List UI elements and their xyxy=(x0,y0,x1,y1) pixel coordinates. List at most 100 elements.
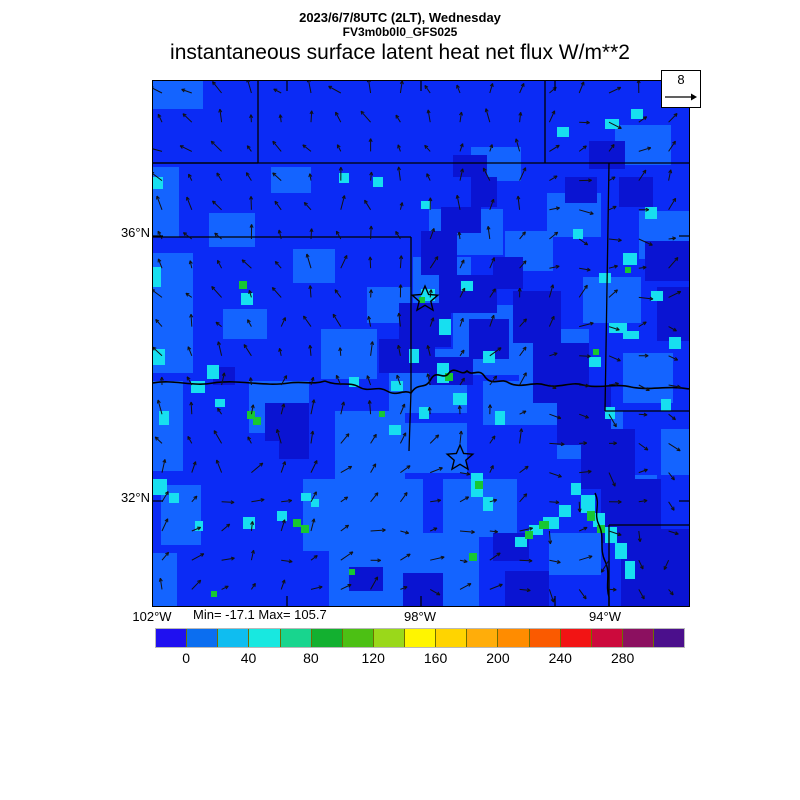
wind-vector xyxy=(339,347,342,356)
wind-vector xyxy=(579,267,591,271)
wind-vector xyxy=(578,145,587,152)
wind-vector xyxy=(156,195,163,210)
wind-vector-head xyxy=(399,81,404,85)
wind-vector xyxy=(250,583,256,590)
wind-vector xyxy=(191,461,197,473)
wind-vector-head xyxy=(587,469,592,474)
datetime-title: 2023/6/7/8UTC (2LT), Wednesday xyxy=(299,10,501,25)
wind-vector xyxy=(153,87,163,94)
wind-vector-head xyxy=(248,377,253,382)
wind-vector xyxy=(489,83,494,94)
wind-vector xyxy=(608,289,618,298)
wind-vector-head xyxy=(645,387,650,391)
wind-vector-head xyxy=(465,496,470,501)
wind-vector-head xyxy=(586,267,591,272)
wind-vector-head xyxy=(426,173,430,178)
wind-vector-head xyxy=(401,403,406,408)
wind-vector-head xyxy=(424,84,429,90)
wind-vector xyxy=(216,459,223,473)
wind-vector xyxy=(212,200,222,211)
colorbar-band-16 xyxy=(654,629,685,647)
wind-vector xyxy=(399,432,407,444)
wind-vector xyxy=(515,138,521,152)
colorbar-tick-240: 240 xyxy=(548,650,572,666)
wind-vector-head xyxy=(247,319,251,324)
wind-vector xyxy=(579,413,589,419)
wind-vector-head xyxy=(560,442,565,447)
wind-vector xyxy=(579,384,590,387)
wind-vector xyxy=(273,88,282,94)
wind-vector-head xyxy=(580,81,585,86)
wind-vector xyxy=(368,81,372,94)
wind-vector-head xyxy=(529,526,534,531)
wind-vector-head xyxy=(642,265,647,270)
wind-vector xyxy=(458,231,461,240)
wind-vector xyxy=(427,345,431,356)
map-plot-area[interactable] xyxy=(152,80,690,607)
wind-vector xyxy=(399,255,402,269)
wind-vector xyxy=(303,315,312,327)
wind-vector-head xyxy=(486,226,491,230)
wind-vector-head xyxy=(550,284,555,289)
wind-vector xyxy=(276,429,282,444)
wind-vector xyxy=(155,319,163,327)
wind-vector-head xyxy=(428,197,433,202)
wind-vector xyxy=(274,261,282,269)
wind-vector-head xyxy=(457,231,462,236)
wind-vector xyxy=(369,400,372,415)
wind-vector xyxy=(638,147,651,152)
wind-vector-head xyxy=(466,471,471,476)
wind-vector-head xyxy=(335,111,339,116)
wind-vector xyxy=(668,413,676,421)
wind-vector xyxy=(370,529,386,532)
wind-vector-head xyxy=(583,284,588,289)
wind-vector xyxy=(549,501,560,503)
wind-vector-head xyxy=(491,257,495,262)
wind-vector-head xyxy=(249,196,254,200)
wind-vector-head xyxy=(461,377,465,382)
wind-vector-head xyxy=(642,169,647,174)
wind-vector-head xyxy=(211,286,216,291)
wind-vector xyxy=(459,583,472,590)
wind-vector-head xyxy=(281,519,286,524)
wind-vector xyxy=(340,195,345,210)
wind-vector xyxy=(549,175,558,182)
wind-vector xyxy=(190,401,193,415)
wind-vector-head xyxy=(557,473,562,478)
colorbar-band-12 xyxy=(529,629,561,647)
wind-vector-head xyxy=(589,211,594,215)
colorbar[interactable] xyxy=(155,628,685,648)
wind-vector-head xyxy=(457,405,462,410)
wind-vector-head xyxy=(344,496,349,501)
wind-vector-head xyxy=(522,260,527,265)
wind-vector xyxy=(579,322,594,328)
wind-vector xyxy=(519,167,527,181)
wind-vector xyxy=(278,229,282,240)
wind-vector-head xyxy=(344,524,350,529)
wind-vector xyxy=(578,501,581,513)
wind-vector-head xyxy=(514,138,519,143)
wind-vector xyxy=(216,172,223,181)
wind-vector-head xyxy=(676,447,681,452)
wind-vector xyxy=(398,166,401,181)
colorbar-band-3 xyxy=(249,629,281,647)
wind-vector xyxy=(638,469,648,474)
wind-vector-head xyxy=(302,144,307,149)
wind-vector-head xyxy=(677,291,682,295)
wind-vector-head xyxy=(343,255,348,260)
wind-vector xyxy=(212,81,222,94)
wind-vector-head xyxy=(489,83,494,88)
wind-vector xyxy=(549,207,560,211)
wind-vector xyxy=(668,442,681,452)
wind-vector-head xyxy=(243,344,248,349)
wind-vector-head xyxy=(458,111,463,116)
wind-vector-head xyxy=(460,349,465,354)
wind-vector-head xyxy=(226,523,231,528)
wind-vector-head xyxy=(600,568,605,573)
wind-vector xyxy=(161,459,166,473)
wind-vector-head xyxy=(461,287,466,292)
wind-vector xyxy=(430,556,445,561)
wind-vector xyxy=(579,355,591,357)
wind-vector-head xyxy=(396,374,400,379)
wind-vector-head xyxy=(197,526,202,531)
